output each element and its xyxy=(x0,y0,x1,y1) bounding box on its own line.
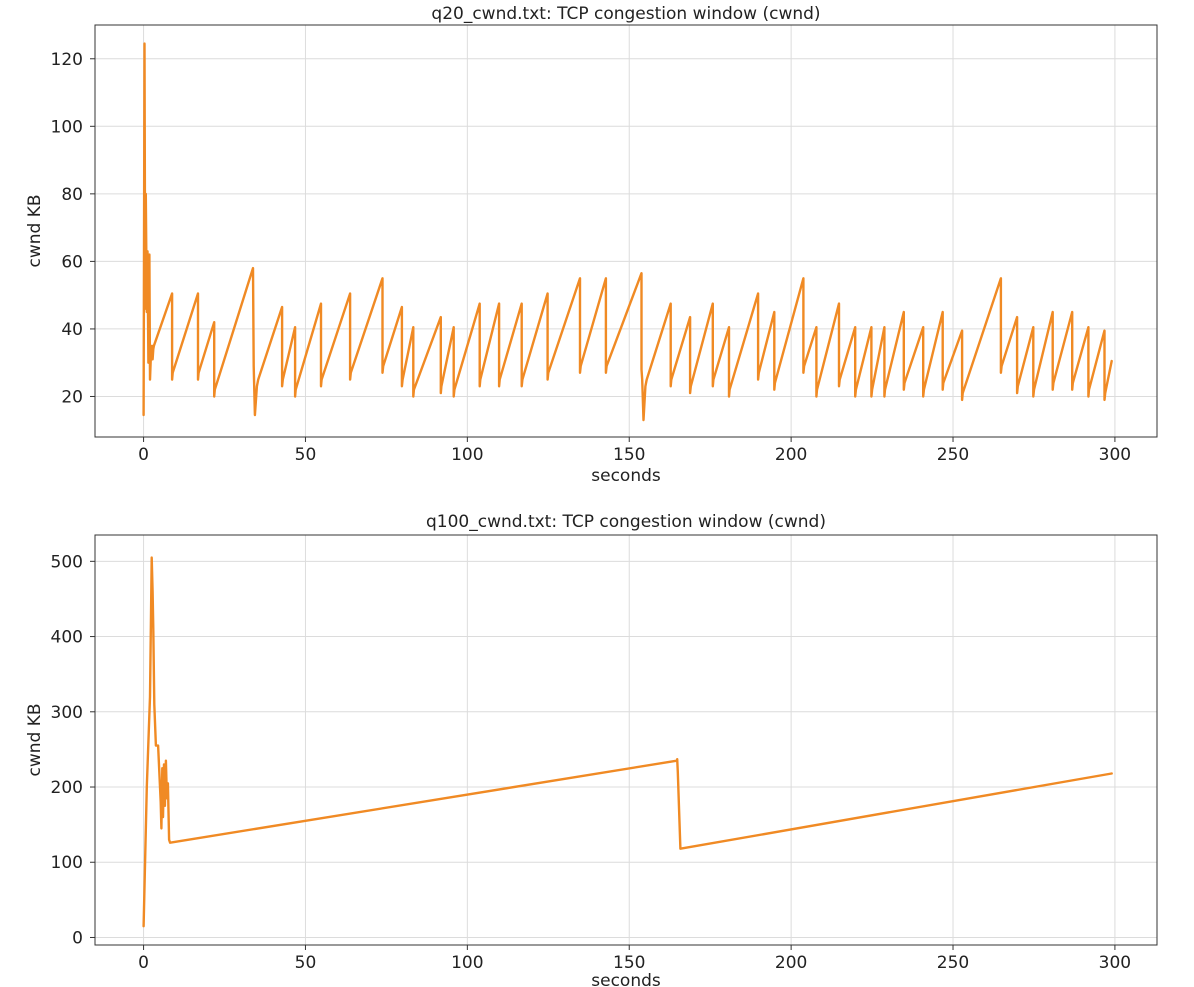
chart-q100-xtick-label: 0 xyxy=(138,953,149,973)
chart-q20-frame xyxy=(94,24,1158,438)
chart-q20-xtick-label: 250 xyxy=(937,445,969,465)
chart-q20-ticks: 0 50 100 150 200 250 300 20 40 60 80 100 120 xyxy=(51,50,1132,465)
chart-q20-xtick-label: 50 xyxy=(295,445,317,465)
chart-q100-ytick-label: 300 xyxy=(51,703,83,723)
chart-q20-ytick-label: 60 xyxy=(61,252,83,272)
chart-q20-series xyxy=(142,42,1113,422)
chart-q20-xtick-label: 200 xyxy=(775,445,807,465)
chart-q20-ytick-label: 40 xyxy=(61,320,83,340)
chart-q100: 0 50 100 150 200 250 300 0 100 200 300 400 500 q100_… xyxy=(25,512,1158,987)
chart-q20-xtick-label: 300 xyxy=(1099,445,1131,465)
chart-q100-series xyxy=(142,556,1113,928)
chart-q100-xtick-label: 150 xyxy=(613,953,645,973)
chart-q20-title: q20_cwnd.txt: TCP congestion window (cwn… xyxy=(431,4,820,24)
chart-q100-cwnd-line xyxy=(142,556,1113,928)
chart-q100-ticks: 0 50 100 150 200 250 300 0 100 200 300 400 500 xyxy=(51,552,1132,973)
chart-q100-ytick-label: 100 xyxy=(51,853,83,873)
chart-q100-ytick-label: 400 xyxy=(51,628,83,648)
chart-q20: 0 50 100 150 200 250 300 20 40 60 80 100 120 q20_cwn… xyxy=(25,4,1158,486)
chart-q20-ytick-label: 80 xyxy=(61,185,83,205)
chart-q100-frame xyxy=(94,534,1158,946)
chart-q100-xlabel: seconds xyxy=(591,971,661,987)
chart-q100-xtick-label: 200 xyxy=(775,953,807,973)
chart-q100-title: q100_cwnd.txt: TCP congestion window (cw… xyxy=(426,512,826,532)
chart-q100-xtick-label: 300 xyxy=(1099,953,1131,973)
chart-q20-ytick-label: 20 xyxy=(61,387,83,407)
chart-q100-xtick-label: 50 xyxy=(295,953,317,973)
chart-q100-xtick-label: 250 xyxy=(937,953,969,973)
chart-q20-ytick-label: 100 xyxy=(51,117,83,137)
chart-q100-grid xyxy=(95,535,1157,945)
chart-q100-panel: 0 50 100 150 200 250 300 0 100 200 300 400 500 q100_… xyxy=(0,490,1194,987)
chart-q20-xlabel: seconds xyxy=(591,466,661,486)
chart-q100-ytick-label: 200 xyxy=(51,778,83,798)
chart-q20-xtick-label: 150 xyxy=(613,445,645,465)
chart-q20-xtick-label: 0 xyxy=(138,445,149,465)
chart-q20-grid xyxy=(95,25,1157,437)
chart-q100-ylabel: cwnd KB xyxy=(25,703,45,776)
chart-q20-ylabel: cwnd KB xyxy=(25,194,45,267)
chart-q20-ytick-label: 120 xyxy=(51,50,83,70)
chart-q20-panel: 0 50 100 150 200 250 300 20 40 60 80 100 120 q20_cwn… xyxy=(0,0,1194,490)
chart-q20-cwnd-line xyxy=(142,42,1113,422)
chart-q100-ytick-label: 500 xyxy=(51,552,83,572)
chart-q100-ytick-label: 0 xyxy=(72,928,83,948)
chart-q20-xtick-label: 100 xyxy=(451,445,483,465)
chart-q100-xtick-label: 100 xyxy=(451,953,483,973)
